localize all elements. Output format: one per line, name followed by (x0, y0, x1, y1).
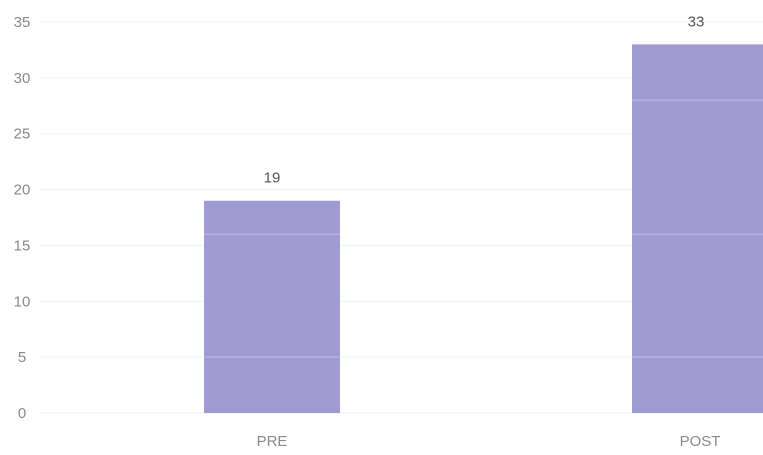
y-axis-ticks: 0 5 10 15 20 25 30 35 (14, 14, 31, 422)
bar-pre (204, 200, 340, 413)
y-tick-label: 15 (14, 237, 31, 254)
y-tick-label: 10 (14, 293, 31, 310)
category-label-pre: PRE (257, 433, 288, 450)
y-tick-label: 5 (18, 349, 26, 366)
data-label-pre: 19 (264, 170, 281, 187)
y-tick-label: 35 (14, 14, 31, 31)
category-labels: PRE POST (257, 433, 721, 450)
data-label-post: 33 (688, 13, 705, 30)
y-tick-label: 30 (14, 70, 31, 87)
bars (204, 44, 763, 413)
y-tick-label: 25 (14, 126, 31, 143)
gridlines (40, 21, 763, 414)
category-label-post: POST (680, 433, 721, 450)
y-tick-label: 20 (14, 182, 31, 199)
y-tick-label: 0 (18, 405, 26, 422)
bar-post (632, 44, 763, 413)
